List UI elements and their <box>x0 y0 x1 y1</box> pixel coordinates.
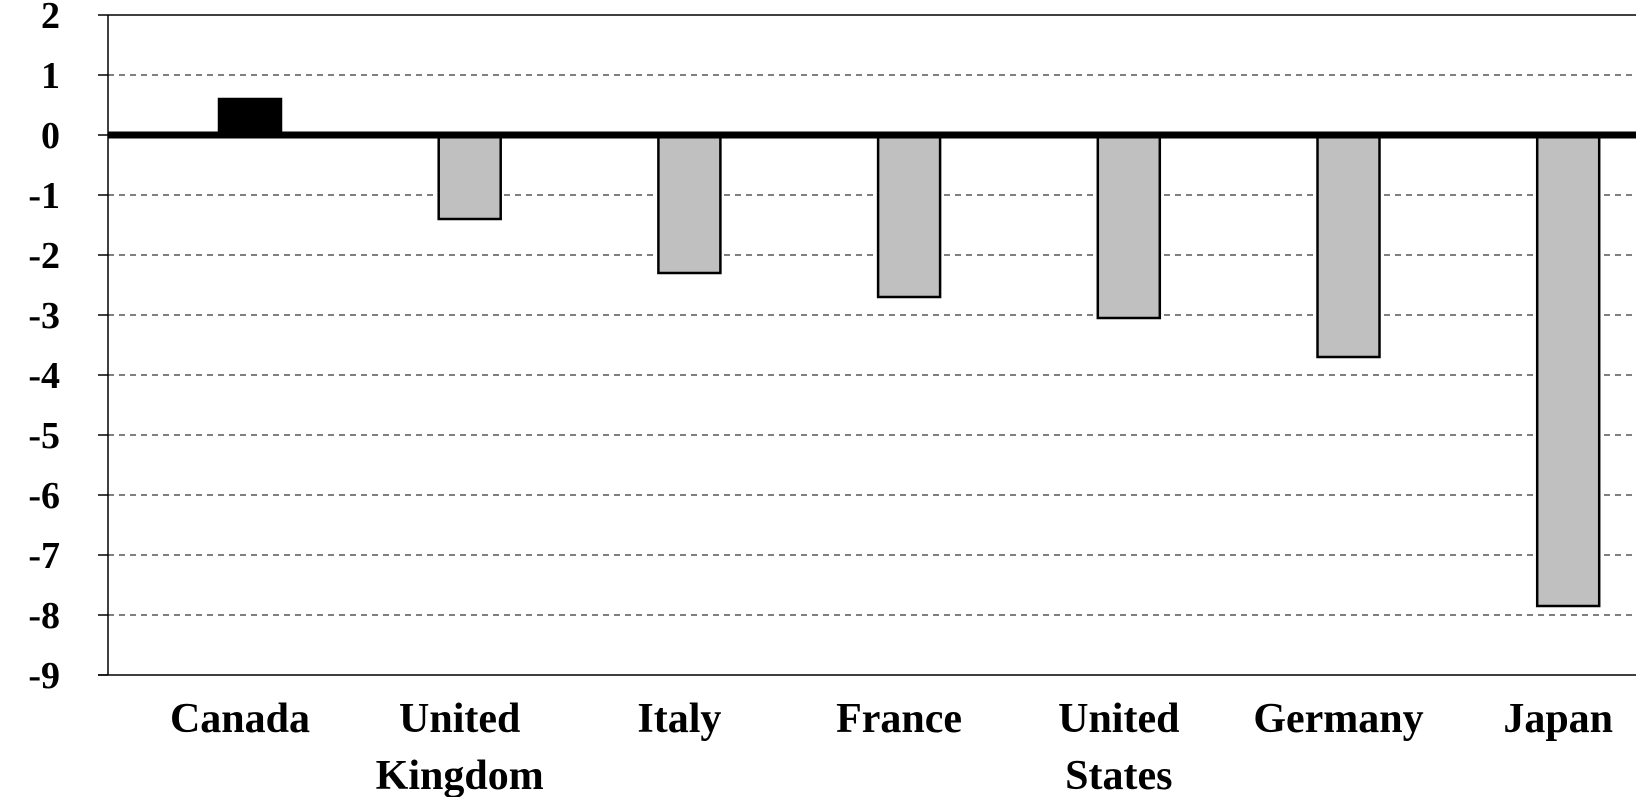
bars <box>217 97 1601 608</box>
y-tick-label: -2 <box>28 235 60 277</box>
y-tick-label: -9 <box>28 655 60 697</box>
gridlines <box>108 14 1636 616</box>
y-tick-label: -3 <box>28 295 60 337</box>
y-tick-label: -4 <box>28 355 60 397</box>
y-tick-label: -5 <box>28 415 60 457</box>
bar-france <box>876 133 942 299</box>
x-category-label: Canada <box>170 696 310 742</box>
y-tick-label: 0 <box>41 115 60 157</box>
y-tick-label: -7 <box>28 535 60 577</box>
x-category-label: Germany <box>1253 696 1423 742</box>
bar-germany <box>1316 133 1381 359</box>
y-tick-label: 2 <box>41 0 60 37</box>
x-category-label: France <box>836 696 962 742</box>
bar-united-states <box>1096 133 1162 320</box>
x-category-label: United Kingdom <box>376 696 544 797</box>
y-tick-label: -1 <box>28 175 60 217</box>
axes <box>98 14 1636 676</box>
bar-united-kingdom <box>437 133 502 221</box>
x-category-label: Japan <box>1503 696 1613 742</box>
y-axis-tick-labels: 2 1 0 -1 -2 -3 -4 -5 -6 -7 -8 -9 <box>28 0 60 697</box>
y-tick-label: -6 <box>28 475 60 517</box>
bar-canada <box>217 97 283 137</box>
x-category-label: Italy <box>637 696 721 742</box>
bar-japan <box>1535 133 1601 608</box>
y-tick-label: 1 <box>41 55 60 97</box>
x-category-label: United States <box>1058 696 1179 797</box>
y-tick-label: -8 <box>28 595 60 637</box>
x-axis-category-labels: Canada United Kingdom Italy France United Stat… <box>170 696 1613 797</box>
bar-italy <box>657 133 722 275</box>
